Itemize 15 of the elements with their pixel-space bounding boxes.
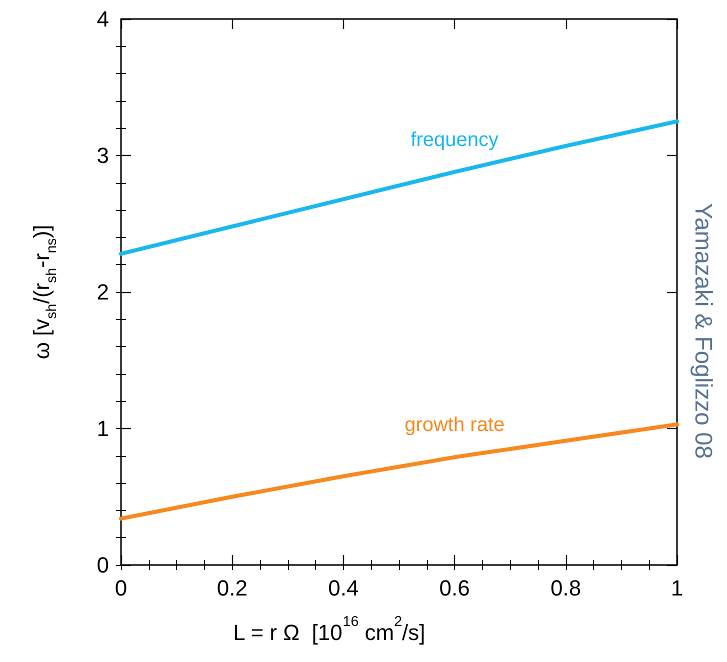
y-tick-label: 1 [96,416,109,441]
series-label: frequency [410,128,499,151]
series-label: growth rate [404,414,505,436]
y-axis-title: ω [vsh/(rsh-rns)] [28,224,60,360]
y-tick-label: 4 [96,6,109,32]
x-tick-label: 0 [114,576,128,600]
text: Yamazaki & Foglizzo 08 [690,203,716,459]
x-tick-label: 0.2 [216,576,248,600]
y-tick-label: 2 [96,280,109,304]
x-tick-label: 1 [670,576,684,600]
y-tick-label: 0 [96,552,109,578]
x-tick-label: 0.4 [328,576,359,600]
y-tick-label: 3 [96,143,109,168]
x-tick-label: 0.8 [550,576,582,600]
x-tick-label: 0.6 [439,576,470,600]
